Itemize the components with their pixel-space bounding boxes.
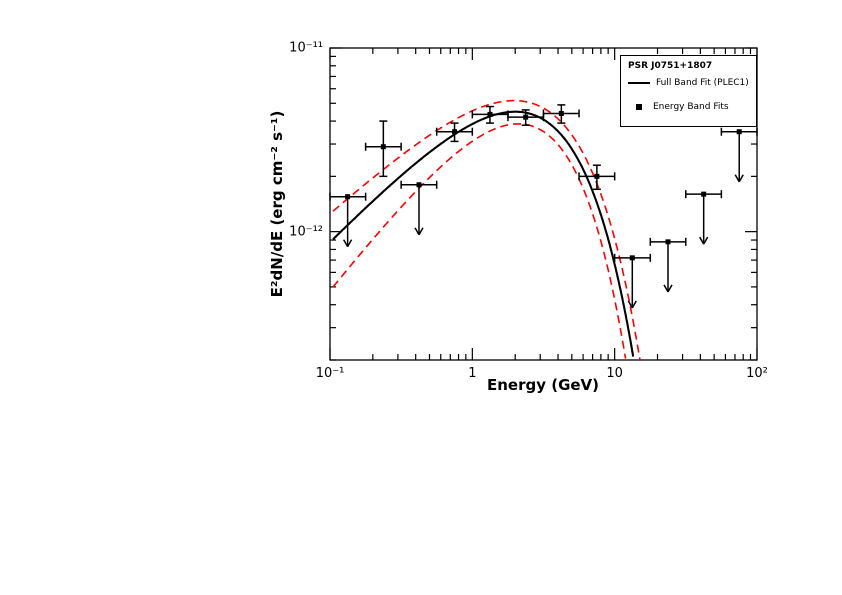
upper-limit-arrowhead (346, 239, 353, 248)
data-point-marker (345, 194, 351, 200)
upper-limit-arrowhead (631, 300, 637, 309)
data-point-marker (701, 191, 707, 197)
upper-limit-arrowhead (342, 239, 349, 248)
uncertainty-curve (332, 99, 641, 361)
upper-limit-arrowhead (667, 284, 673, 293)
upper-limit-arrowhead (663, 284, 669, 293)
upper-limit-arrowhead (703, 236, 709, 245)
upper-limit-arrowhead (734, 174, 740, 183)
data-point-marker (452, 129, 458, 135)
upper-limit-arrowhead (738, 174, 744, 183)
data-point-marker (558, 110, 564, 116)
upper-limit-arrowhead (699, 236, 705, 245)
fit-curve (332, 110, 635, 357)
data-point-marker (629, 255, 635, 261)
data-point-marker (380, 144, 386, 150)
upper-limit-arrowhead (418, 227, 424, 236)
data-point-marker (487, 111, 493, 117)
data-point-marker (736, 129, 742, 135)
data-point-marker (594, 173, 600, 179)
upper-limit-arrowhead (627, 300, 633, 309)
data-point-marker (523, 114, 529, 120)
plot-frame (329, 47, 758, 361)
data-point-marker (665, 239, 671, 245)
data-point-marker (416, 182, 422, 188)
uncertainty-curve (332, 123, 627, 359)
upper-limit-arrowhead (414, 227, 420, 236)
